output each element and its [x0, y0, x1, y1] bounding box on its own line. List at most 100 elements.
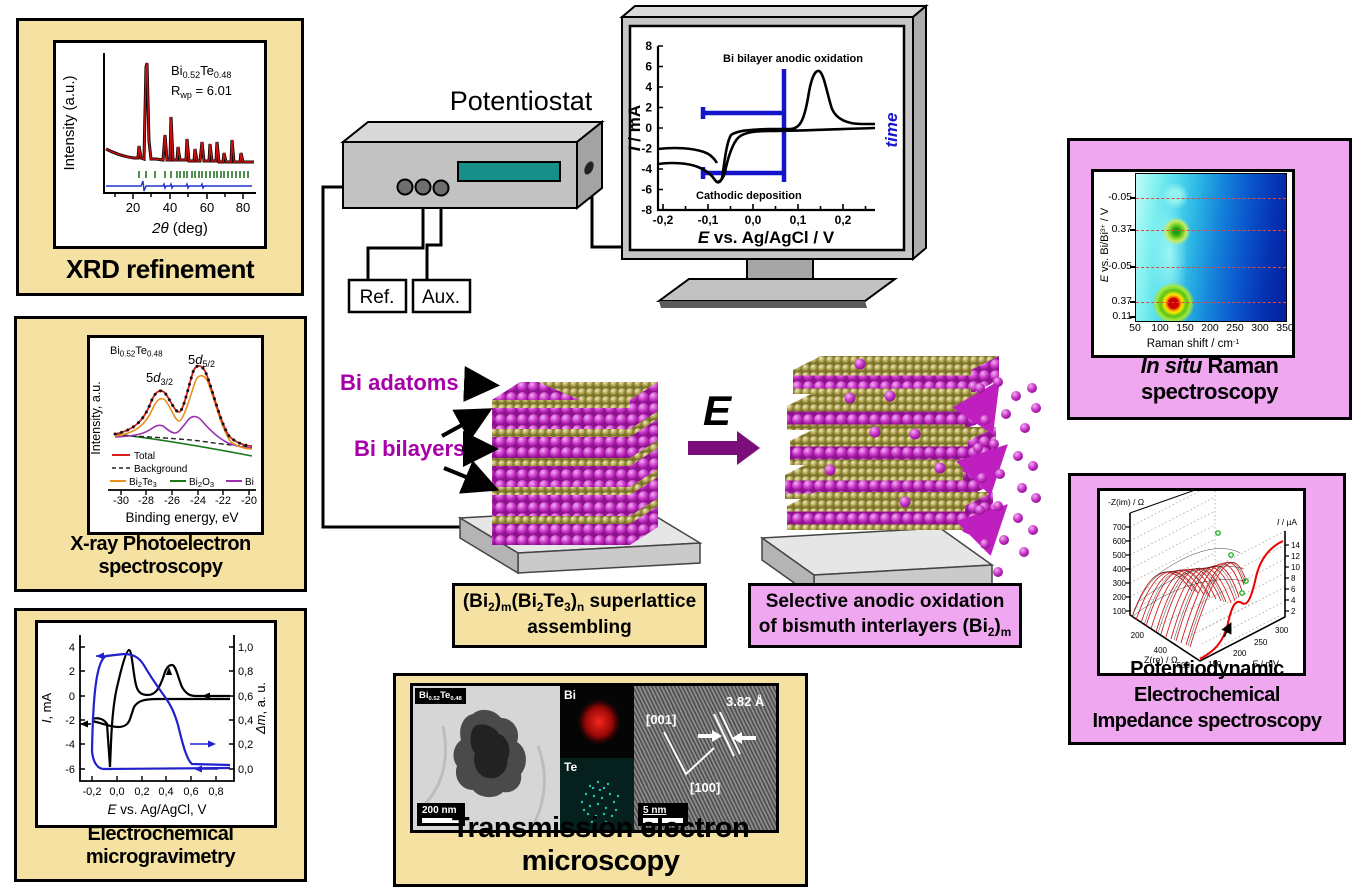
dissolution-arrow-3: [955, 504, 1008, 557]
xps-orange-curve: [114, 374, 253, 450]
svg-text:0,0: 0,0: [109, 786, 124, 798]
caption-superlattice: (Bi2)m(Bi2Te3)n superlattice assembling: [452, 583, 707, 648]
legend-bi: Bi: [245, 477, 254, 488]
xrd-difference-line: [106, 180, 252, 192]
side-connector: [584, 161, 594, 175]
bi-map-label: Bi: [564, 688, 576, 702]
monitor-base-edge: [659, 301, 867, 308]
peis-title: Potentiodynamic Electrochemical Impedanc…: [1092, 658, 1322, 732]
cv-ann-bottom: Cathodic deposition: [696, 190, 802, 202]
xps-panel: Bi0.52Te0.48 5d3/2 5d5/2 Total Backgroun…: [14, 316, 307, 592]
svg-text:0,8: 0,8: [208, 786, 223, 798]
svg-text:300: 300: [1275, 626, 1289, 635]
xps-title: X-ray Photoelectron spectroscopy: [70, 533, 251, 578]
hrtem-scalebar: 5 nm: [638, 803, 688, 826]
xps-chart: Bi0.52Te0.48 5d3/2 5d5/2 Total Backgroun…: [90, 345, 257, 525]
svg-text:2: 2: [1291, 607, 1296, 616]
raman-xtick: 50: [1129, 322, 1141, 334]
svg-text:-2: -2: [641, 142, 652, 156]
peis-plot: 700 600 500 400 300 200 100 -Z(im) / Ω 2…: [1097, 488, 1306, 676]
raman-xtick: 200: [1201, 322, 1219, 334]
aux-box: [411, 278, 472, 314]
svg-text:500: 500: [1113, 551, 1127, 560]
peis-ilabel: I / µA: [1277, 517, 1297, 527]
svg-text:200: 200: [1131, 631, 1145, 640]
svg-text:0,6: 0,6: [238, 691, 253, 703]
svg-text:-4: -4: [65, 739, 75, 751]
raman-ytick: 0.11: [1112, 310, 1132, 322]
time-label: time: [882, 113, 901, 148]
legend-bite: Bi2Te3: [129, 477, 157, 489]
tem-formula: Bi0.52Te0.48: [415, 688, 466, 705]
xrd-bragg-ticks: [138, 171, 249, 178]
svg-text:0,6: 0,6: [183, 786, 198, 798]
svg-text:8: 8: [1291, 574, 1296, 583]
xrd-rwp: Rwp = 6.01: [171, 83, 232, 100]
monitor-bevel-top: [619, 5, 929, 18]
bi-map-signal: [572, 694, 626, 752]
hrtem-dir-001: [001]: [646, 712, 676, 727]
caption-oxidation-line2: of bismuth interlayers (Bi2)m: [758, 616, 1012, 640]
svg-text:700: 700: [1113, 523, 1127, 532]
xrd-ylabel: Intensity (a.u.): [61, 75, 78, 170]
svg-text:60: 60: [200, 200, 214, 215]
potential-line-1: [1136, 198, 1286, 199]
emg-plot: 4 2 0 -2 -4 -6 1,0 0,8 0,6 0,4 0,2 0,0 -…: [35, 620, 277, 828]
svg-text:300: 300: [1113, 579, 1127, 588]
svg-text:-0,2: -0,2: [83, 786, 102, 798]
hrtem-bracket: [663, 731, 715, 776]
cv-curve: [657, 69, 876, 184]
oxidized-block: [785, 356, 999, 530]
raman-ytick: -0.05: [1108, 260, 1132, 272]
emg-panel: 4 2 0 -2 -4 -6 1,0 0,8 0,6 0,4 0,2 0,0 -…: [14, 608, 307, 882]
eds-map-bi: Bi: [560, 686, 634, 758]
svg-text:250: 250: [1254, 638, 1268, 647]
svg-text:200: 200: [1233, 649, 1247, 658]
svg-text:-24: -24: [190, 495, 206, 507]
svg-text:6: 6: [645, 60, 652, 74]
svg-text:200: 200: [1113, 593, 1127, 602]
svg-text:4: 4: [1291, 596, 1296, 605]
tem-scalebar: 200 nm: [417, 803, 465, 826]
eds-map-te: Te: [560, 758, 634, 830]
superlattice-assembly: Bi adatoms Bi bilayers E: [340, 356, 1041, 599]
monitor-bevel-side: [912, 3, 927, 262]
cv-xlabel: E vs. Ag/AgCl / V: [698, 228, 835, 247]
raman-xtick: 350: [1276, 322, 1294, 334]
potentiostat-display: [457, 161, 561, 182]
svg-text:-0,1: -0,1: [698, 213, 719, 227]
raman-ylabel: E vs. Bi/Bi3+ / V: [1099, 207, 1111, 283]
svg-text:-4: -4: [641, 162, 652, 176]
svg-text:0: 0: [645, 121, 652, 135]
svg-text:-22: -22: [215, 495, 231, 507]
xrd-panel: Bi0.52Te0.48 Rwp = 6.01 20 40 60 80 2θ (…: [16, 18, 304, 296]
potentiostat-top: [340, 121, 605, 143]
svg-text:0,2: 0,2: [238, 739, 253, 751]
bilayers-arrow-up: [441, 408, 493, 442]
svg-text:0,2: 0,2: [835, 213, 852, 227]
svg-text:4: 4: [69, 642, 75, 654]
hrtem-dir-100: [100]: [690, 780, 720, 795]
raman-ytick: 0.37: [1111, 295, 1132, 307]
potential-line-4: [1136, 302, 1286, 303]
svg-text:0,2: 0,2: [134, 786, 149, 798]
svg-text:400: 400: [1154, 646, 1168, 655]
raman-ytick: 0.37: [1111, 223, 1132, 235]
xps-total-curve: [114, 364, 253, 447]
svg-text:20: 20: [126, 200, 140, 215]
raman-xtick: 300: [1251, 322, 1269, 334]
svg-text:0,0: 0,0: [238, 764, 253, 776]
svg-text:0,8: 0,8: [238, 666, 253, 678]
potentiostat-rig: Ref. Aux.: [321, 119, 625, 529]
xrd-xlabel: 2θ (deg): [151, 220, 208, 237]
raman-ytick: -0.05: [1108, 191, 1132, 203]
legend-bio: Bi2O3: [189, 477, 214, 489]
svg-text:-26: -26: [164, 495, 180, 507]
emg-ylabel-left: I, mA: [39, 693, 54, 724]
svg-text:14: 14: [1291, 541, 1300, 550]
svg-text:2: 2: [69, 666, 75, 678]
caption-superlattice-line2: assembling: [527, 616, 632, 638]
xps-ylabel: Intensity, a.u.: [90, 381, 103, 454]
svg-text:1,0: 1,0: [238, 642, 253, 654]
